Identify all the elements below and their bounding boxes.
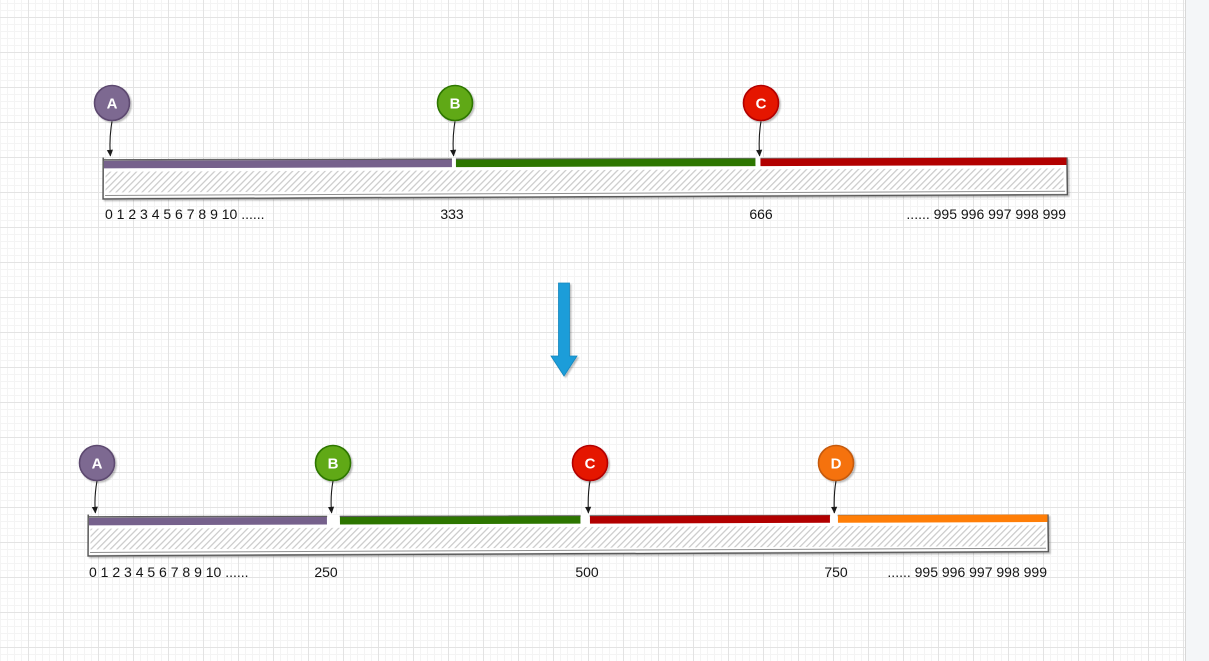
bottom-gap-d <box>830 513 838 523</box>
bottom-marker-b-label: B <box>328 456 339 473</box>
top-marker-a-circle[interactable] <box>93 84 131 122</box>
top-label-end[interactable]: ...... 995 996 997 998 999 <box>906 206 1066 222</box>
top-marker-b-arrow[interactable] <box>450 121 457 157</box>
bottom-label-750[interactable]: 750 <box>824 564 848 580</box>
top-marker-a[interactable]: A <box>93 84 131 122</box>
bottom-marker-a-circle[interactable] <box>78 444 116 482</box>
top-gap-b <box>451 157 456 168</box>
top-bar-hatch-fill <box>105 168 1064 193</box>
top-marker-b-label: B <box>450 96 461 113</box>
top-marker-a-label: A <box>107 96 118 113</box>
transform-arrow[interactable] <box>550 282 578 377</box>
top-segment-b[interactable] <box>455 158 756 168</box>
top-marker-c-arrow[interactable] <box>756 121 763 157</box>
bottom-marker-c-circle[interactable] <box>571 444 609 482</box>
bottom-segment-b[interactable] <box>339 516 581 525</box>
bottom-marker-a-label: A <box>92 456 103 473</box>
top-marker-b-circle[interactable] <box>436 84 474 122</box>
bottom-marker-a[interactable]: A <box>78 444 116 482</box>
bottom-marker-d-circle[interactable] <box>817 444 855 482</box>
canvas-edge-panel <box>1185 0 1209 661</box>
bottom-bar-sketch-line <box>90 547 1047 553</box>
bottom-marker-c-label: C <box>585 456 596 473</box>
top-label-333[interactable]: 333 <box>440 206 464 222</box>
top-segment-c[interactable] <box>760 157 1067 167</box>
top-bar-sketch-line <box>105 190 1066 196</box>
bottom-segment-c[interactable] <box>589 515 830 524</box>
bottom-segment-a[interactable] <box>88 517 327 526</box>
top-marker-a-arrow[interactable] <box>106 121 113 157</box>
bottom-label-start[interactable]: 0 1 2 3 4 5 6 7 8 9 10 ...... <box>89 564 249 580</box>
top-marker-c[interactable]: C <box>742 84 780 122</box>
bottom-marker-d[interactable]: D <box>817 444 855 482</box>
top-marker-c-circle[interactable] <box>742 84 780 122</box>
bottom-number-line <box>87 513 1050 557</box>
bottom-marker-c[interactable]: C <box>571 444 609 482</box>
top-gap-c <box>755 156 761 167</box>
bottom-marker-b[interactable]: B <box>314 444 352 482</box>
bottom-label-end[interactable]: ...... 995 996 997 998 999 <box>887 564 1047 580</box>
top-marker-b[interactable]: B <box>436 84 474 122</box>
top-label-start[interactable]: 0 1 2 3 4 5 6 7 8 9 10 ...... <box>105 206 265 222</box>
top-label-666[interactable]: 666 <box>749 206 773 222</box>
bottom-label-500[interactable]: 500 <box>575 564 599 580</box>
bottom-gap-c <box>580 514 590 524</box>
bottom-gap-b <box>327 514 340 525</box>
bottom-marker-b-arrow[interactable] <box>327 480 335 514</box>
top-number-line <box>102 156 1069 200</box>
bottom-segment-d[interactable] <box>837 514 1048 523</box>
bottom-label-250[interactable]: 250 <box>314 564 338 580</box>
bottom-marker-a-arrow[interactable] <box>91 480 98 514</box>
bottom-bar-hatch-fill <box>90 525 1046 550</box>
top-segment-a[interactable] <box>103 159 452 169</box>
bottom-marker-b-circle[interactable] <box>314 444 352 482</box>
bottom-marker-d-arrow[interactable] <box>831 480 838 514</box>
bottom-marker-d-label: D <box>831 456 842 473</box>
bottom-marker-c-arrow[interactable] <box>585 480 592 514</box>
top-marker-c-label: C <box>756 96 767 113</box>
